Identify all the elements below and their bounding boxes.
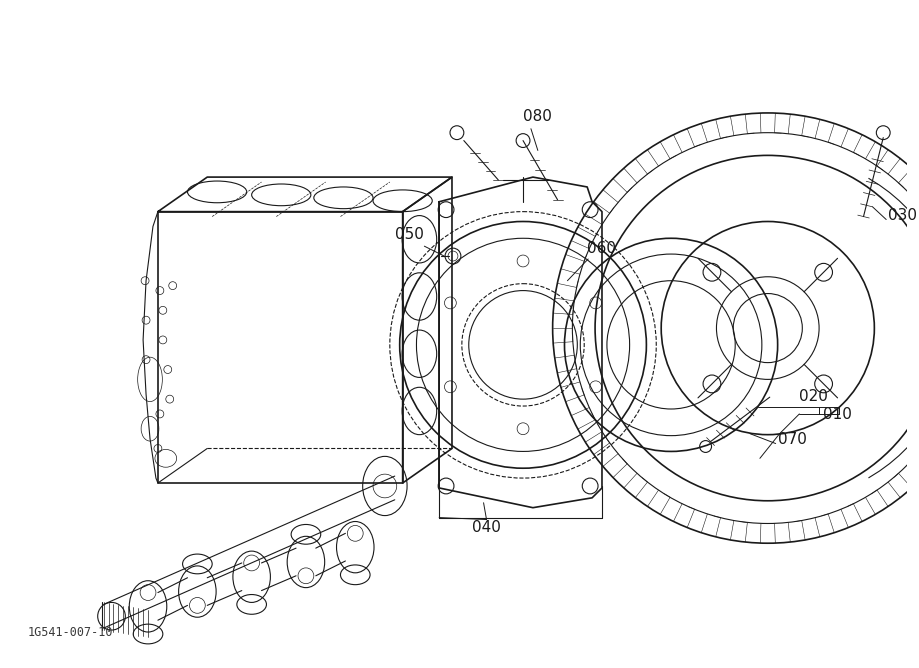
Text: 1G541-007-10: 1G541-007-10 — [28, 625, 113, 639]
Text: 040: 040 — [472, 520, 501, 535]
Text: 060: 060 — [587, 241, 617, 256]
Text: 050: 050 — [395, 227, 424, 242]
Text: 020: 020 — [800, 389, 828, 404]
Text: 030: 030 — [888, 208, 917, 222]
Text: 080: 080 — [524, 109, 552, 124]
Text: 070: 070 — [777, 432, 807, 446]
Text: 010: 010 — [823, 407, 852, 422]
